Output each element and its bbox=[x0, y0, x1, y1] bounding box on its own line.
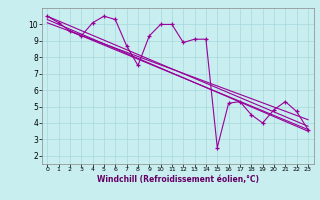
X-axis label: Windchill (Refroidissement éolien,°C): Windchill (Refroidissement éolien,°C) bbox=[97, 175, 259, 184]
